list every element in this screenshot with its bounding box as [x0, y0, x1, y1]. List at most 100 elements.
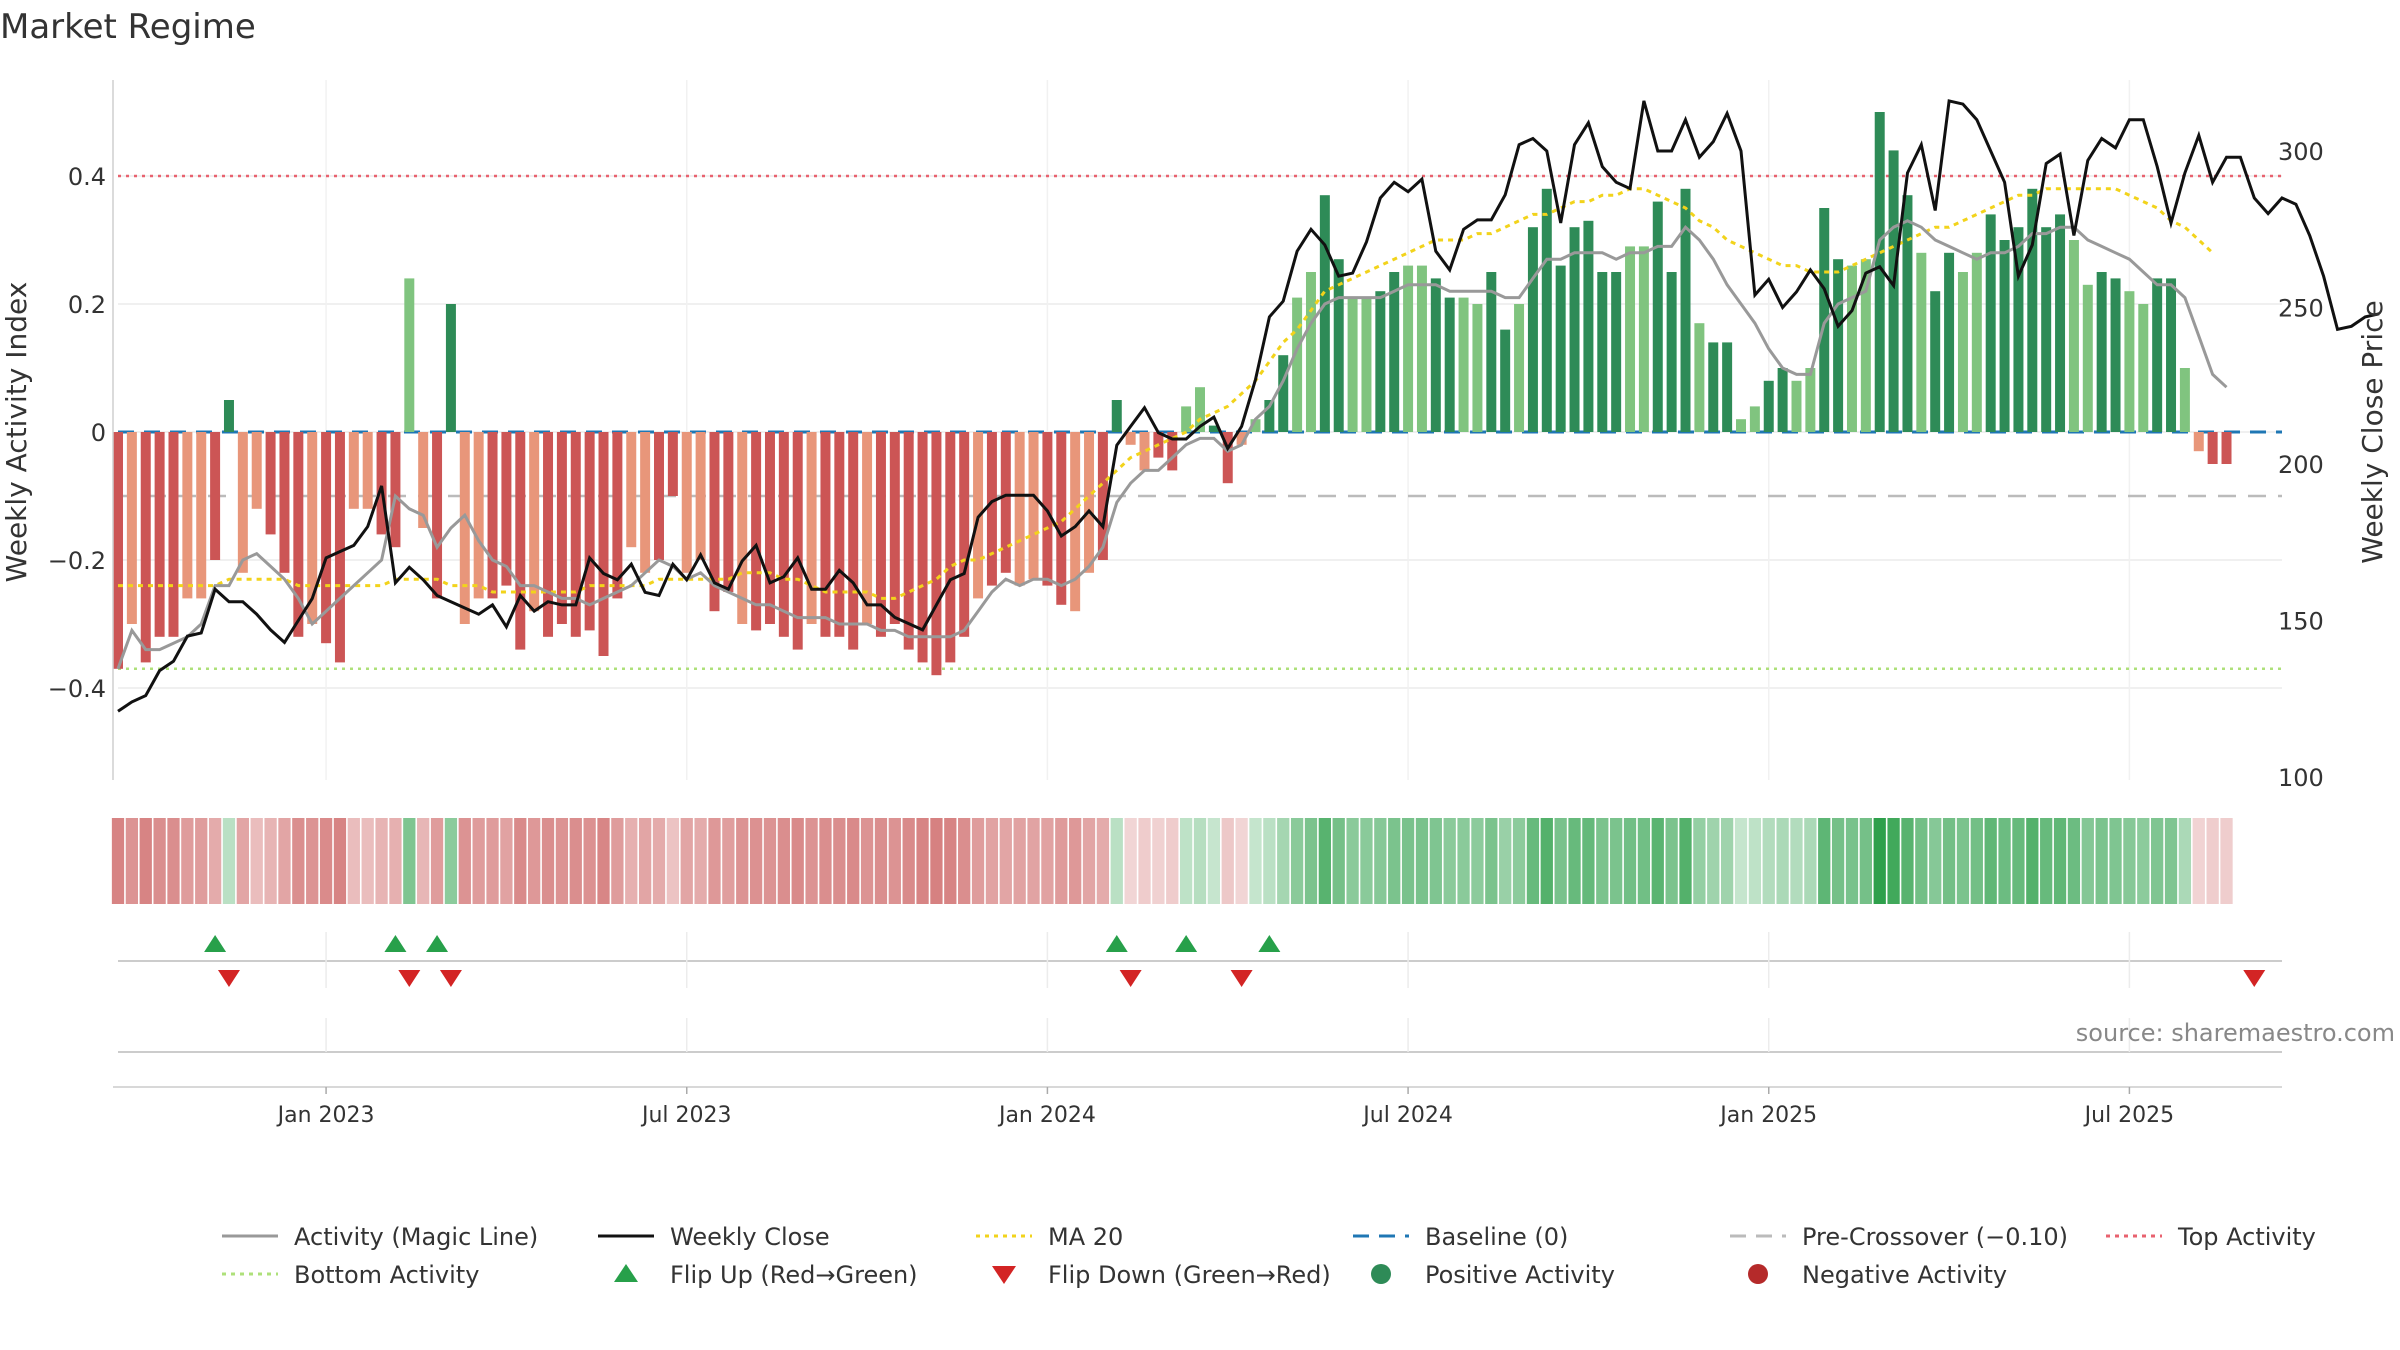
regime-strip-cell [888, 818, 901, 904]
regime-strip-cell [250, 818, 263, 904]
regime-strip-cell [1818, 818, 1831, 904]
activity-bar [348, 432, 359, 509]
x-tick-label: Jul 2025 [2083, 1103, 2175, 1128]
legend-label: Top Activity [2177, 1223, 2316, 1251]
regime-strip-cell [736, 818, 749, 904]
regime-strip-cell [1221, 818, 1234, 904]
activity-bar [2096, 272, 2107, 432]
regime-strip-cell [1693, 818, 1706, 904]
regime-strip-cell [1360, 818, 1373, 904]
regime-strip-cell [1041, 818, 1054, 904]
activity-bar [1167, 432, 1178, 471]
legend-label: Positive Activity [1425, 1261, 1615, 1289]
regime-strip-cell [958, 818, 971, 904]
activity-bar [2082, 284, 2093, 432]
activity-bar [556, 432, 567, 624]
regime-strip-cell [1499, 818, 1512, 904]
regime-strip-cell [708, 818, 721, 904]
regime-strip-cell [2040, 818, 2053, 904]
regime-strip-cell [847, 818, 860, 904]
regime-strip-cell [2220, 818, 2233, 904]
regime-strip-cell [319, 818, 333, 904]
regime-strip-cell [971, 818, 985, 904]
regime-strip-cell [1873, 818, 1886, 904]
legend-label: Activity (Magic Line) [294, 1223, 538, 1251]
activity-bar [1694, 323, 1705, 432]
regime-strip-cell [361, 818, 374, 904]
activity-bar [1722, 342, 1733, 432]
flip-down-marker [2243, 970, 2266, 987]
activity-bar [1125, 432, 1136, 445]
regime-strip-cell [472, 818, 485, 904]
activity-bar [515, 432, 526, 650]
activity-bar [487, 432, 498, 599]
activity-bar [570, 432, 581, 637]
regime-strip-cell [1956, 818, 1970, 904]
activity-bar [889, 432, 900, 624]
regime-strip-cell [1998, 818, 2011, 904]
regime-strip-cell [1318, 818, 1331, 904]
activity-bar [1625, 246, 1636, 432]
activity-bar [543, 432, 554, 637]
flip-down-marker [217, 970, 240, 987]
regime-strip-cell [1984, 818, 1997, 904]
flip-up-marker [1175, 935, 1198, 952]
x-axis: Jan 2023 Jul 2023 Jan 2024 Jul 2024 Jan 2025… [113, 1086, 2282, 1128]
regime-strip-cell [722, 818, 735, 904]
regime-strip-cell [777, 818, 790, 904]
regime-strip-cell [1152, 818, 1165, 904]
activity-bar [1028, 432, 1039, 580]
activity-bar [445, 304, 456, 432]
activity-bar [848, 432, 859, 650]
activity-bar [2138, 304, 2149, 432]
activity-bar [1056, 432, 1067, 605]
regime-strip-cell [111, 818, 125, 904]
activity-bar [1527, 227, 1538, 432]
regime-strip-cell [1082, 818, 1096, 904]
activity-bar [709, 432, 720, 612]
regime-strip-cell [347, 818, 360, 904]
activity-bar [862, 432, 873, 624]
activity-bar [1652, 201, 1663, 432]
regime-strip-cell [528, 818, 541, 904]
legend-swatch-dot [1748, 1264, 1768, 1284]
regime-strip-cell [333, 818, 347, 904]
activity-bar [1791, 380, 1802, 432]
activity-bar [1416, 265, 1427, 432]
activity-bar [598, 432, 609, 656]
regime-strip-cell [1526, 818, 1540, 904]
y-tick-label: −0.4 [48, 675, 106, 703]
regime-strip-cell [1401, 818, 1415, 904]
activity-bar [529, 432, 540, 612]
regime-strip-cell [791, 818, 804, 904]
regime-strip-cell [569, 818, 582, 904]
legend-label: Pre-Crossover (−0.10) [1802, 1223, 2068, 1251]
regime-strip-cell [1013, 818, 1026, 904]
activity-bar [1070, 432, 1081, 612]
regime-strip-cell [1388, 818, 1401, 904]
regime-strip-cell [1610, 818, 1623, 904]
activity-bar [1749, 406, 1760, 432]
activity-bar [459, 432, 470, 624]
activity-bar [1111, 400, 1122, 432]
regime-strip-cell [1582, 818, 1595, 904]
activity-bar [251, 432, 262, 509]
activity-bar [1860, 259, 1871, 432]
flip-up-marker [426, 935, 449, 952]
regime-strip-cell [222, 818, 236, 904]
regime-strip-cell [1790, 818, 1803, 904]
activity-bar [1611, 272, 1622, 432]
activity-bar [1583, 220, 1594, 432]
activity-bar [2152, 278, 2163, 432]
regime-strip-cell [181, 818, 194, 904]
regime-strip-cell [1665, 818, 1678, 904]
activity-bar [210, 432, 221, 560]
activity-bar [1333, 259, 1344, 432]
legend-label: Bottom Activity [294, 1261, 479, 1289]
regime-strip-cell [500, 818, 513, 904]
activity-bar [2027, 188, 2038, 432]
regime-strip-cell [2095, 818, 2108, 904]
activity-bar [1403, 265, 1414, 432]
activity-bar [2110, 278, 2121, 432]
y-tick-label: 0.4 [68, 163, 106, 191]
